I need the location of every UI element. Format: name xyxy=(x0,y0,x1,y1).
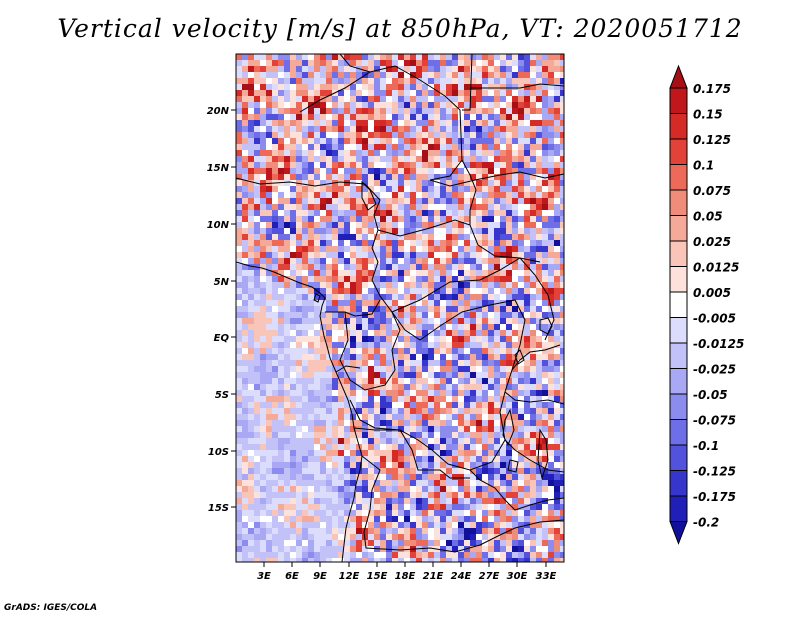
colorbar-label: -0.025 xyxy=(693,363,736,377)
colorbar-bottom-arrow xyxy=(669,521,688,545)
colorbar-label: -0.2 xyxy=(693,516,719,530)
colorbar-label: 0.175 xyxy=(693,82,731,96)
lat-tick-label: 5N xyxy=(214,277,230,288)
lat-tick-label: EQ xyxy=(214,333,230,344)
lat-tick-label: 15N xyxy=(207,163,230,174)
colorbar-swatch xyxy=(669,266,688,293)
lat-tick-label: 15S xyxy=(208,503,229,514)
colorbar-label: -0.175 xyxy=(693,490,736,504)
colorbar-swatch xyxy=(669,215,688,242)
colorbar-swatch xyxy=(669,87,688,114)
lon-tick-label: 27E xyxy=(479,571,500,582)
colorbar-swatch xyxy=(669,291,688,318)
lat-tick-label: 10S xyxy=(208,447,229,458)
colorbar-swatch xyxy=(669,317,688,344)
colorbar-swatch xyxy=(669,164,688,191)
colorbar-label: 0.1 xyxy=(693,159,714,173)
colorbar-swatch xyxy=(669,368,688,395)
colorbar-label: -0.125 xyxy=(693,465,736,479)
colorbar-label: -0.0125 xyxy=(693,337,744,351)
colorbar-swatch xyxy=(669,419,688,446)
velocity-field xyxy=(236,54,564,562)
lon-tick-label: 33E xyxy=(536,571,557,582)
country-borders xyxy=(236,54,564,562)
lon-tick-label: 6E xyxy=(285,571,299,582)
lon-tick-label: 12E xyxy=(339,571,360,582)
colorbar-swatch xyxy=(669,138,688,165)
lat-tick-label: 20N xyxy=(207,106,230,117)
colorbar-swatch xyxy=(669,113,688,140)
colorbar-label: 0.0125 xyxy=(693,261,739,275)
lon-tick-label: 30E xyxy=(507,571,528,582)
colorbar-swatch xyxy=(669,444,688,471)
colorbar-swatch xyxy=(669,393,688,420)
colorbar-swatch xyxy=(669,495,688,522)
lon-tick-label: 24E xyxy=(451,571,472,582)
colorbar-label: 0.075 xyxy=(693,184,731,198)
colorbar-label: -0.005 xyxy=(693,312,736,326)
grads-credit: GrADS: IGES/COLA xyxy=(4,603,98,613)
colorbar-swatch xyxy=(669,240,688,267)
colorbar-label: -0.05 xyxy=(693,388,728,402)
lon-tick-label: 15E xyxy=(367,571,388,582)
map-axes: 20N 15N 10N 5N EQ 5S 10S 15S 3E 6E 9E 12E 15E 18E 21E 2… xyxy=(207,106,557,582)
colorbar-label: -0.075 xyxy=(693,414,736,428)
colorbar-swatch xyxy=(669,342,688,369)
colorbar-label: 0.005 xyxy=(693,286,731,300)
lon-tick-label: 9E xyxy=(313,571,327,582)
lat-tick-label: 10N xyxy=(207,220,230,231)
colorbar-label: 0.125 xyxy=(693,133,731,147)
colorbar-label: 0.025 xyxy=(693,235,731,249)
lon-tick-label: 3E xyxy=(257,571,271,582)
lon-tick-label: 18E xyxy=(395,571,416,582)
colorbar-swatch xyxy=(669,470,688,497)
colorbar-label: 0.05 xyxy=(693,210,723,224)
colorbar-swatch xyxy=(669,189,688,216)
colorbar-label: -0.1 xyxy=(693,439,719,453)
map-frame xyxy=(235,53,565,563)
lon-tick-label: 21E xyxy=(423,571,444,582)
colorbar-label: 0.15 xyxy=(693,108,723,122)
lat-tick-label: 5S xyxy=(215,390,229,401)
map-title: Vertical velocity [m/s] at 850hPa, VT: 2… xyxy=(57,14,743,43)
colorbar-top-arrow xyxy=(669,64,688,89)
colorbar: 0.175 0.15 0.125 0.1 0.075 0.05 0.025 0.0125 0.0… xyxy=(669,64,744,545)
